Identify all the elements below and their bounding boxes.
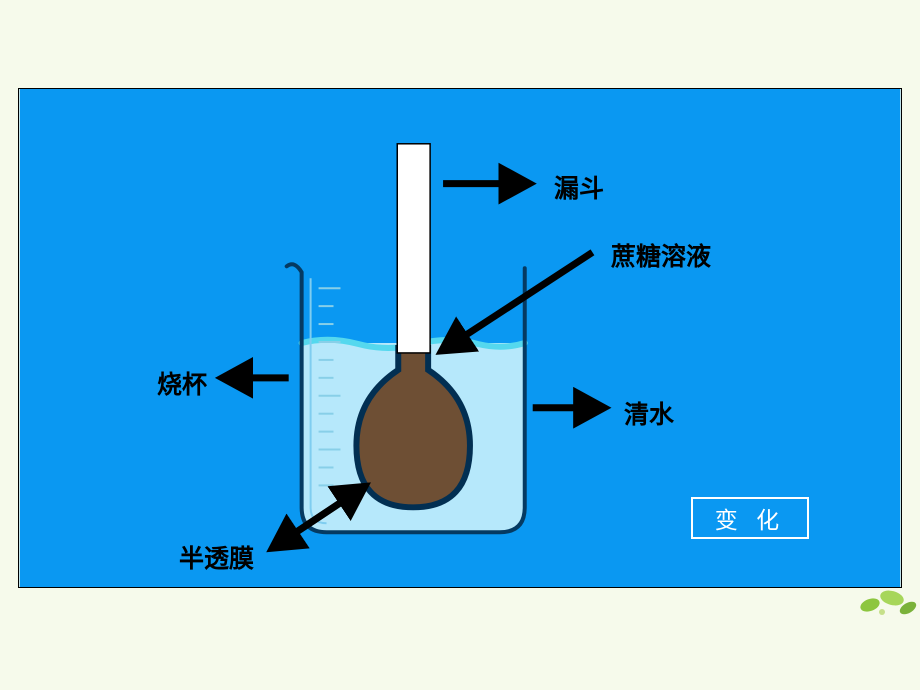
label-clear-water: 清水: [624, 395, 674, 431]
change-button[interactable]: 变 化: [691, 497, 809, 539]
label-funnel: 漏斗: [554, 169, 604, 205]
diagram-frame: 漏斗 蔗糖溶液 烧杯 清水 半透膜 变 化: [18, 88, 902, 588]
label-semipermeable-membrane: 半透膜: [179, 539, 254, 575]
label-beaker: 烧杯: [157, 365, 207, 401]
leaf-decoration: [850, 570, 920, 620]
label-sucrose-solution: 蔗糖溶液: [611, 237, 711, 273]
